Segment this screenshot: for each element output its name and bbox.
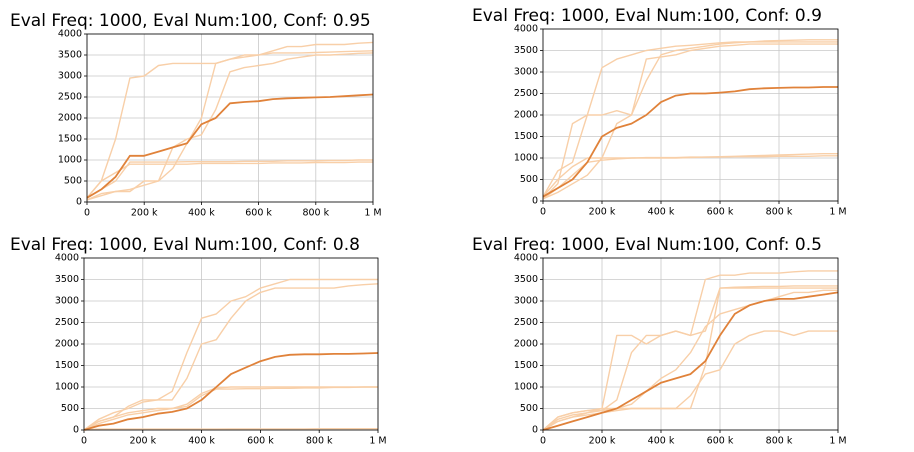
y-tick-label: 1000 <box>514 382 538 393</box>
series-line <box>542 43 838 200</box>
y-tick-label: 500 <box>520 403 538 414</box>
y-tick-label: 1000 <box>58 155 82 166</box>
y-tick-label: 4000 <box>58 29 82 40</box>
x-tick-label: 0 <box>81 436 87 447</box>
y-tick-label: 0 <box>73 425 79 436</box>
y-tick-label: 2000 <box>55 339 79 350</box>
y-tick-label: 2500 <box>514 317 538 328</box>
plot-frame <box>542 257 839 431</box>
x-tick-label: 800 k <box>766 207 793 218</box>
series-line <box>542 39 838 198</box>
series-line <box>83 428 378 431</box>
x-tick-label: 200 k <box>589 207 616 218</box>
y-tick-label: 3000 <box>514 67 538 78</box>
x-tick-label: 1 M <box>829 207 846 218</box>
series-line <box>83 283 379 431</box>
series-line <box>86 161 373 199</box>
y-tick-label: 4000 <box>514 253 538 264</box>
x-tick-label: 400 k <box>648 207 675 218</box>
plot-frame <box>542 28 839 202</box>
x-tick-label: 200 k <box>131 208 158 219</box>
y-tick-label: 2500 <box>514 88 538 99</box>
x-tick-label: 600 k <box>707 436 734 447</box>
series-line <box>542 270 838 431</box>
x-tick-label: 600 k <box>245 208 272 219</box>
x-tick-label: 0 <box>84 208 90 219</box>
y-tick-label: 3500 <box>514 274 538 285</box>
y-tick-label: 3500 <box>58 50 82 61</box>
y-tick-label: 500 <box>520 174 538 185</box>
x-tick-label: 400 k <box>188 208 215 219</box>
y-tick-label: 500 <box>64 176 82 187</box>
x-tick-label: 0 <box>540 436 546 447</box>
series-line <box>542 153 838 200</box>
plot-frame <box>86 33 374 203</box>
series-line <box>86 41 374 199</box>
series-line <box>86 159 373 199</box>
y-tick-label: 3000 <box>514 296 538 307</box>
y-tick-label: 2000 <box>514 339 538 350</box>
series-line <box>83 278 378 431</box>
x-tick-label: 1 M <box>829 436 846 447</box>
x-tick-label: 800 k <box>766 436 793 447</box>
x-tick-label: 1 M <box>369 436 386 447</box>
series-line <box>542 285 838 431</box>
x-tick-label: 0 <box>540 207 546 218</box>
series-line <box>542 291 839 431</box>
plot-frame <box>83 257 379 431</box>
y-tick-label: 2000 <box>514 110 538 121</box>
y-tick-label: 2500 <box>55 317 79 328</box>
y-tick-label: 0 <box>76 197 82 208</box>
series-line <box>542 289 838 431</box>
series-line <box>83 386 378 431</box>
series-line <box>86 52 374 201</box>
series-line <box>83 352 379 431</box>
chart-title: Eval Freq: 1000, Eval Num:100, Conf: 0.5 <box>472 235 822 255</box>
y-tick-label: 2500 <box>58 92 82 103</box>
chart-title: Eval Freq: 1000, Eval Num:100, Conf: 0.9… <box>10 11 371 31</box>
x-tick-label: 800 k <box>306 436 333 447</box>
series-line <box>542 86 838 198</box>
y-tick-label: 1000 <box>514 153 538 164</box>
y-tick-label: 500 <box>61 403 79 414</box>
x-tick-label: 400 k <box>188 436 215 447</box>
y-tick-label: 1500 <box>514 131 538 142</box>
x-tick-label: 1 M <box>364 208 381 219</box>
y-tick-label: 3000 <box>55 296 79 307</box>
y-tick-label: 3000 <box>58 71 82 82</box>
y-tick-label: 4000 <box>514 24 538 35</box>
y-tick-label: 4000 <box>55 253 79 264</box>
y-tick-label: 1500 <box>514 360 538 371</box>
y-tick-label: 3500 <box>55 274 79 285</box>
x-tick-label: 600 k <box>707 207 734 218</box>
series-line <box>542 41 838 200</box>
x-tick-label: 400 k <box>648 436 675 447</box>
y-tick-label: 0 <box>532 425 538 436</box>
x-tick-label: 600 k <box>247 436 274 447</box>
x-tick-label: 800 k <box>302 208 329 219</box>
y-tick-label: 1500 <box>58 134 82 145</box>
y-tick-label: 0 <box>532 196 538 207</box>
chart-title: Eval Freq: 1000, Eval Num:100, Conf: 0.9 <box>472 6 822 26</box>
y-tick-label: 2000 <box>58 113 82 124</box>
x-tick-label: 200 k <box>129 436 156 447</box>
y-tick-label: 3500 <box>514 45 538 56</box>
series-line <box>542 287 838 431</box>
y-tick-label: 1500 <box>55 360 79 371</box>
y-tick-label: 1000 <box>55 382 79 393</box>
x-tick-label: 200 k <box>589 436 616 447</box>
series-line <box>86 93 374 199</box>
chart-title: Eval Freq: 1000, Eval Num:100, Conf: 0.8 <box>10 235 360 255</box>
